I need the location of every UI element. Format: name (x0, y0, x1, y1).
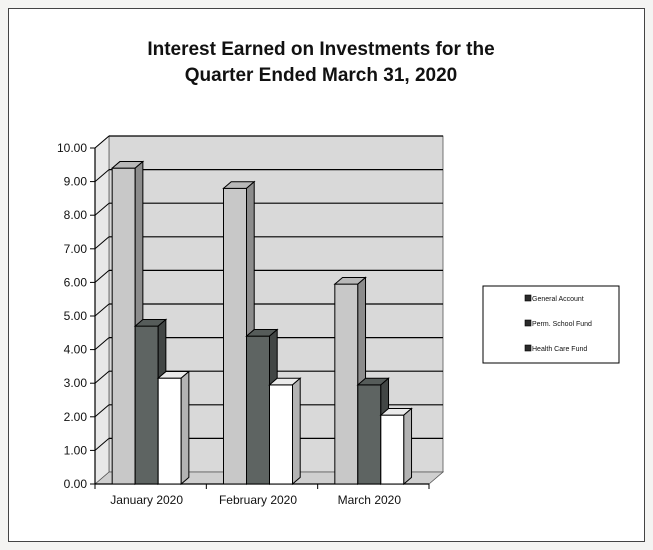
y-tick-label: 0.00 (64, 477, 88, 491)
y-tick-label: 6.00 (64, 275, 88, 289)
x-category-label: January 2020 (110, 493, 183, 507)
gridline-diagonal (94, 404, 110, 418)
legend-swatch (524, 344, 532, 352)
bar-front (380, 414, 405, 485)
bar-side (292, 377, 301, 486)
gridline-diagonal (94, 202, 110, 216)
chart-title-line-2: Quarter Ended March 31, 2020 (185, 65, 457, 86)
gridline-diagonal (94, 169, 110, 182)
x-category-label: February 2020 (219, 493, 297, 507)
y-tick-label: 3.00 (64, 376, 88, 390)
bar-front (223, 187, 247, 485)
legend: General Account Perm. School Fund Health C… (482, 285, 620, 364)
x-category-label: March 2020 (338, 493, 402, 507)
gridline-diagonal (94, 370, 110, 384)
bar-front (269, 384, 293, 485)
y-tick-label: 5.00 (64, 309, 88, 323)
chart-frame: Interest Earned on Investments for the Q… (8, 8, 645, 542)
bar-front (111, 167, 136, 485)
bar-front (157, 377, 182, 485)
legend-swatch (524, 319, 532, 327)
bar-side (403, 407, 413, 486)
bar (156, 370, 191, 486)
y-tick-label: 1.00 (64, 443, 88, 457)
gridline-diagonal (94, 270, 110, 283)
legend-label: Perm. School Fund (532, 321, 592, 328)
plot-area: 0.00 1.00 2.00 3.00 4.00 5.00 6.00 7.00 8.00 9.00… (57, 135, 445, 507)
legend-swatch (524, 294, 532, 302)
y-tick-label: 10.00 (57, 141, 87, 155)
y-tick-label: 2.00 (64, 410, 88, 424)
bar-side (180, 370, 190, 486)
y-tick-label: 7.00 (64, 242, 88, 256)
gridline-diagonal (94, 236, 110, 250)
gridline-diagonal (94, 135, 110, 149)
gridline-diagonal (94, 337, 110, 350)
y-tick-label: 9.00 (64, 175, 88, 189)
y-tick-label: 8.00 (64, 208, 88, 222)
bar (268, 377, 302, 486)
bar-front (334, 283, 359, 485)
bar-chart: Interest Earned on Investments for the Q… (57, 39, 620, 507)
bar (379, 407, 413, 486)
y-tick-label: 4.00 (64, 343, 88, 357)
legend-box (482, 285, 620, 364)
bar-front (246, 335, 270, 485)
gridline-diagonal (94, 438, 110, 451)
bar-front (357, 384, 382, 485)
bar-front (134, 325, 159, 485)
chart-title-line-1: Interest Earned on Investments for the (147, 39, 494, 60)
legend-label: Health Care Fund (532, 346, 587, 353)
legend-label: General Account (532, 296, 584, 303)
gridline-diagonal (94, 303, 110, 317)
